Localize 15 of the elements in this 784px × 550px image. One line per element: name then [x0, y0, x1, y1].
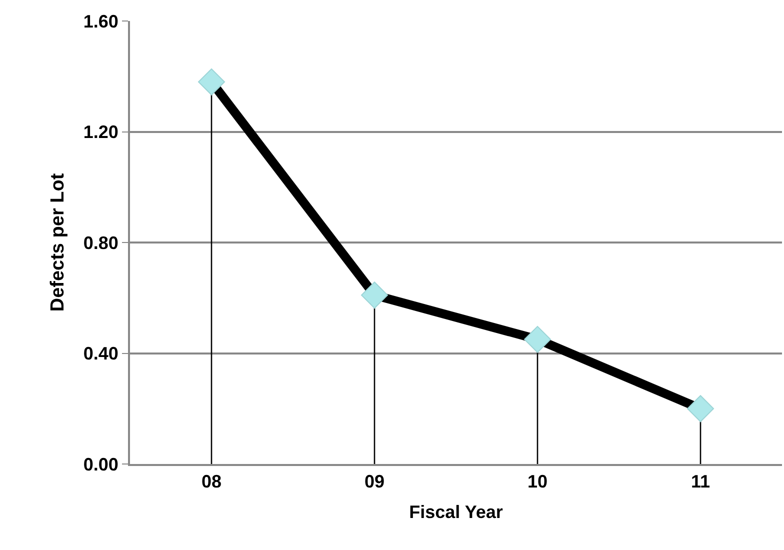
y-axis-title: Defects per Lot	[48, 172, 69, 312]
point	[524, 326, 551, 353]
x-axis-title: Fiscal Year	[409, 502, 503, 522]
x-tick-label: 08	[201, 472, 222, 492]
point	[361, 282, 388, 309]
x-tick-label: 11	[690, 472, 710, 492]
y-tick-label: 1.60	[83, 11, 118, 32]
x-tick-label: 10	[527, 472, 548, 492]
y-tick-label: 1.20	[83, 122, 118, 142]
x-tick-label: 09	[364, 472, 385, 492]
y-tick-label: 0.80	[83, 232, 118, 253]
point	[687, 395, 714, 422]
y-tick-label: 0.00	[83, 454, 118, 474]
point	[198, 68, 225, 96]
y-tick-label: 0.40	[83, 344, 118, 364]
